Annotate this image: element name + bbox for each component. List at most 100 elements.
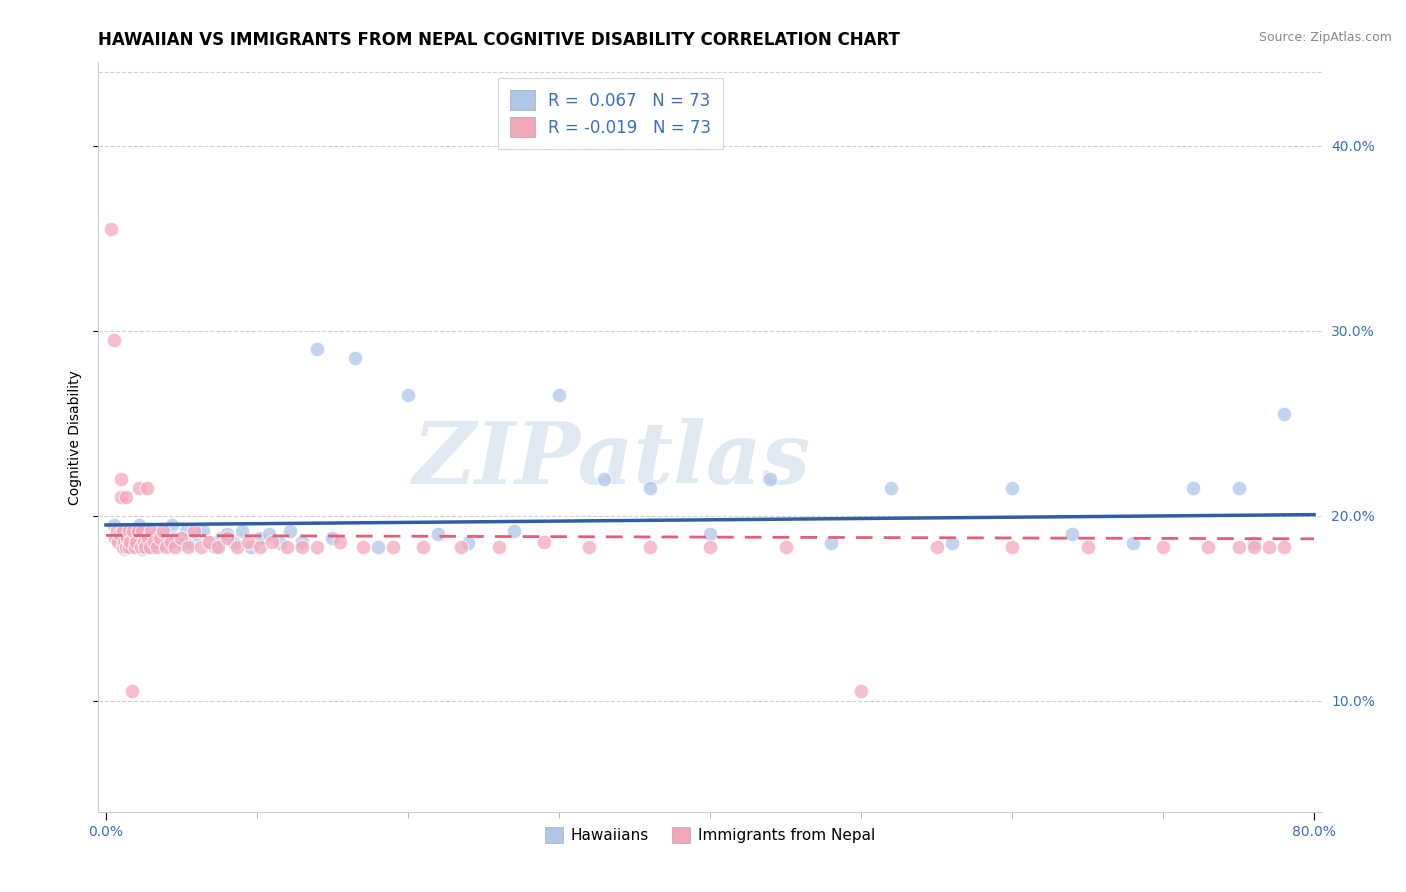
Point <box>165 540 187 554</box>
Point <box>849 684 872 698</box>
Point <box>307 540 329 554</box>
Point <box>120 534 142 549</box>
Point <box>352 540 374 554</box>
Point <box>257 527 280 541</box>
Point <box>143 534 166 549</box>
Point <box>150 536 173 550</box>
Point <box>1272 407 1295 421</box>
Point <box>153 527 176 541</box>
Point <box>291 534 314 549</box>
Point <box>141 524 163 538</box>
Point <box>231 524 253 538</box>
Point <box>174 524 197 538</box>
Point <box>638 481 661 495</box>
Point <box>111 540 134 554</box>
Point <box>117 533 139 547</box>
Point <box>1243 536 1265 550</box>
Point <box>107 527 129 541</box>
Point <box>176 540 198 554</box>
Text: Source: ZipAtlas.com: Source: ZipAtlas.com <box>1258 31 1392 45</box>
Point <box>1227 540 1250 554</box>
Point <box>160 534 183 549</box>
Point <box>1001 540 1024 554</box>
Point <box>134 540 156 554</box>
Point <box>278 524 301 538</box>
Point <box>136 540 159 554</box>
Point <box>276 540 298 554</box>
Point <box>105 524 128 538</box>
Point <box>207 540 229 554</box>
Point <box>115 531 138 545</box>
Point <box>548 388 571 402</box>
Point <box>215 531 238 545</box>
Point <box>141 527 163 541</box>
Point <box>1152 540 1174 554</box>
Point <box>759 472 782 486</box>
Point <box>128 518 150 533</box>
Point <box>204 540 226 554</box>
Point <box>457 536 479 550</box>
Point <box>127 524 149 538</box>
Point <box>115 540 138 554</box>
Point <box>699 527 721 541</box>
Text: HAWAIIAN VS IMMIGRANTS FROM NEPAL COGNITIVE DISABILITY CORRELATION CHART: HAWAIIAN VS IMMIGRANTS FROM NEPAL COGNIT… <box>98 31 900 49</box>
Point <box>124 534 146 549</box>
Point <box>880 481 903 495</box>
Point <box>103 518 125 533</box>
Point <box>139 540 162 554</box>
Point <box>578 540 600 554</box>
Point <box>533 534 555 549</box>
Point <box>112 534 135 549</box>
Point <box>1272 540 1295 554</box>
Point <box>136 531 159 545</box>
Point <box>125 536 148 550</box>
Point <box>1257 540 1279 554</box>
Point <box>110 536 132 550</box>
Point <box>122 524 145 538</box>
Point <box>307 342 329 356</box>
Point <box>103 333 125 347</box>
Point <box>127 527 149 541</box>
Point <box>122 524 145 538</box>
Point <box>110 472 132 486</box>
Point <box>145 527 167 541</box>
Point <box>135 481 157 495</box>
Point <box>269 536 291 550</box>
Point <box>396 388 419 402</box>
Point <box>190 540 212 554</box>
Point <box>111 524 134 538</box>
Point <box>128 540 150 554</box>
Point <box>180 536 202 550</box>
Point <box>114 540 136 554</box>
Point <box>125 534 148 549</box>
Point <box>427 527 450 541</box>
Point <box>1077 540 1099 554</box>
Point <box>157 536 180 550</box>
Point <box>197 534 219 549</box>
Point <box>129 531 152 545</box>
Point <box>593 472 616 486</box>
Point <box>197 534 219 549</box>
Point <box>699 540 721 554</box>
Point <box>128 481 150 495</box>
Point <box>100 222 122 236</box>
Point <box>1182 481 1205 495</box>
Point <box>107 534 129 549</box>
Point <box>291 540 314 554</box>
Point <box>108 527 131 541</box>
Point <box>186 527 208 541</box>
Point <box>122 540 145 554</box>
Point <box>132 524 155 538</box>
Point <box>502 524 524 538</box>
Point <box>224 536 246 550</box>
Point <box>121 531 143 545</box>
Legend: Hawaiians, Immigrants from Nepal: Hawaiians, Immigrants from Nepal <box>538 821 882 849</box>
Point <box>148 531 170 545</box>
Point <box>170 531 193 545</box>
Point <box>1197 540 1219 554</box>
Point <box>112 541 135 556</box>
Point <box>183 524 205 538</box>
Point <box>941 536 963 550</box>
Point <box>129 540 152 554</box>
Point <box>114 490 136 504</box>
